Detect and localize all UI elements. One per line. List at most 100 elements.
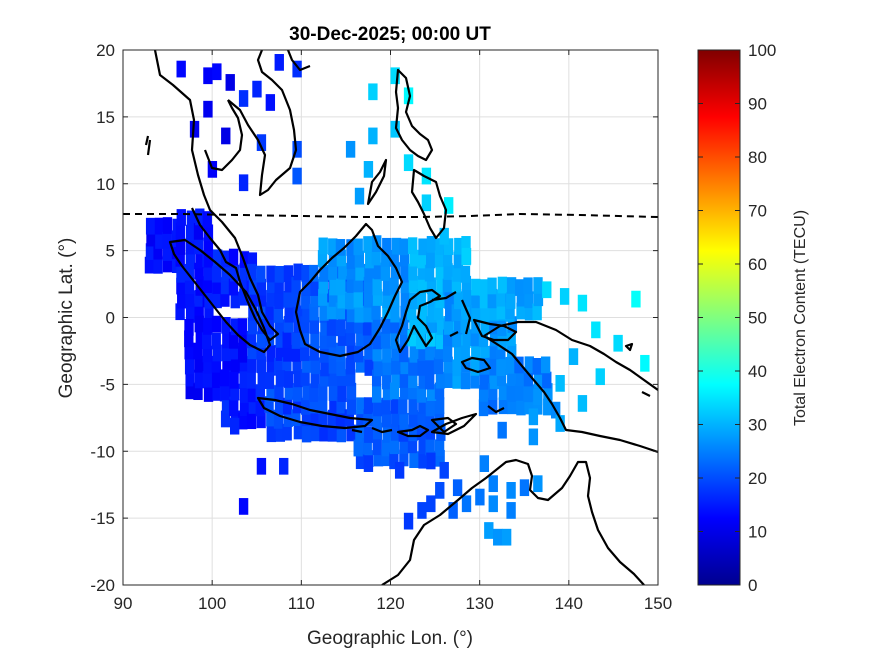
tec-cell (487, 291, 497, 309)
tec-cell (453, 251, 463, 269)
tec-cell (372, 289, 383, 306)
tec-cell (417, 304, 428, 321)
tec-cell (368, 83, 378, 101)
tec-cell (382, 358, 392, 376)
tec-cell (390, 424, 401, 441)
tec-cell (346, 424, 356, 442)
tec-cell (362, 318, 373, 336)
tec-cell (256, 356, 267, 374)
tec-cell (355, 355, 365, 373)
tec-cell (355, 263, 365, 281)
tec-cell (162, 231, 172, 249)
tec-cell (543, 383, 553, 400)
tec-cell (310, 331, 320, 349)
tec-cell (274, 292, 284, 310)
tec-cell (264, 372, 275, 389)
tec-cell (335, 239, 346, 256)
tec-cell (239, 356, 250, 374)
tec-cell (372, 332, 383, 350)
tec-cell (318, 383, 328, 401)
tec-cell (336, 278, 346, 296)
tec-cell (266, 276, 277, 294)
tec-cell (418, 372, 428, 389)
tec-cell (284, 275, 294, 293)
tec-cell (353, 439, 363, 457)
tec-cell (496, 359, 506, 376)
tec-cell (256, 457, 267, 475)
tec-cell (275, 370, 286, 387)
tec-cell (203, 356, 213, 374)
tec-cell (591, 321, 601, 339)
tec-cell (309, 317, 320, 334)
tec-cell (398, 397, 408, 415)
tec-cell (275, 344, 286, 361)
tec-cell (426, 277, 437, 295)
tec-cell (211, 332, 221, 350)
tec-cell (265, 303, 275, 320)
tec-cell (382, 302, 392, 319)
y-tick-label: 15 (96, 108, 115, 127)
tec-cell (336, 345, 346, 362)
tec-cell (470, 329, 481, 347)
tec-cell (407, 237, 418, 255)
tec-cell (310, 290, 320, 308)
x-tick-label: 90 (114, 594, 133, 613)
tec-cell (336, 396, 346, 414)
tec-cell (257, 289, 267, 307)
tec-cell (439, 461, 449, 479)
tec-cell (507, 397, 517, 415)
tec-cell (238, 412, 248, 430)
tec-cell (203, 67, 213, 85)
tec-cell (533, 397, 543, 415)
tec-cell (461, 236, 471, 253)
tec-cell (291, 277, 301, 294)
tec-cell (175, 238, 186, 255)
tec-cell (328, 342, 339, 360)
tec-cell (417, 502, 427, 519)
tec-cell (363, 161, 374, 178)
tec-cell (195, 331, 205, 349)
tec-cell (177, 291, 187, 309)
y-tick-label: -10 (90, 442, 115, 461)
tec-cell (292, 60, 302, 78)
tec-cell (203, 318, 213, 335)
tec-cell (400, 292, 410, 309)
tec-cell (471, 344, 481, 362)
tec-cell (264, 329, 275, 346)
tec-cell (451, 276, 462, 294)
tec-cell (577, 294, 588, 312)
tec-cell (533, 371, 544, 388)
tec-cell (329, 278, 339, 296)
tec-cell (221, 250, 231, 268)
tec-cell (346, 382, 357, 400)
tec-cell (194, 303, 204, 321)
tec-cell (354, 316, 364, 334)
tec-cell (145, 243, 156, 260)
tec-cell (252, 80, 262, 98)
tec-cell (266, 358, 276, 376)
tec-cell (176, 277, 186, 295)
tec-cell (345, 316, 355, 334)
tec-cell (162, 255, 173, 273)
tec-cell (443, 238, 454, 255)
tec-cell (184, 263, 194, 281)
tec-cell (382, 237, 392, 255)
tec-cell (443, 318, 454, 335)
tec-cell (212, 344, 222, 362)
tec-cell (391, 237, 402, 255)
tec-cell (185, 290, 195, 308)
tec-cell (293, 422, 304, 440)
tec-cell (501, 528, 512, 546)
tec-cell (540, 356, 551, 374)
tec-cell (336, 425, 347, 443)
tec-cell (211, 355, 222, 373)
tec-cell (408, 382, 418, 400)
tec-cell (222, 331, 232, 349)
tec-cell (238, 174, 249, 192)
tec-cell (390, 316, 400, 334)
tec-cell (389, 452, 399, 470)
tec-cell (373, 449, 384, 467)
coastline-borneo (294, 222, 404, 358)
tec-cell (497, 276, 508, 294)
